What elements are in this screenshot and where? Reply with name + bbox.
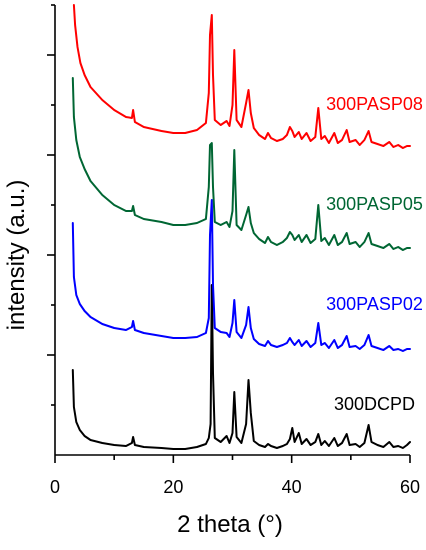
- legend-label-300pasp02: 300PASP02: [326, 294, 423, 314]
- legend-label-300dcpd: 300DCPD: [334, 394, 415, 414]
- legend-label-300pasp08: 300PASP08: [326, 94, 423, 114]
- y-axis-title: intensity (a.u.): [3, 180, 30, 331]
- x-tick-label: 0: [50, 477, 60, 497]
- series-line-300pasp05: [71, 77, 411, 251]
- legend-layer: 300DCPD 300PASP02 300PASP05 300PASP08: [326, 94, 423, 414]
- x-tick-label: 40: [282, 477, 302, 497]
- axes-layer: 0 20 40 60: [47, 4, 420, 497]
- series-line-300dcpd: [71, 284, 411, 450]
- x-tick-label: 60: [400, 477, 420, 497]
- series-line-300pasp08: [72, 4, 411, 149]
- x-tick-label: 20: [163, 477, 183, 497]
- series-layer: [71, 4, 411, 450]
- x-axis-title: 2 theta (°): [177, 511, 283, 538]
- legend-label-300pasp05: 300PASP05: [326, 194, 423, 214]
- series-line-300pasp02: [71, 199, 411, 352]
